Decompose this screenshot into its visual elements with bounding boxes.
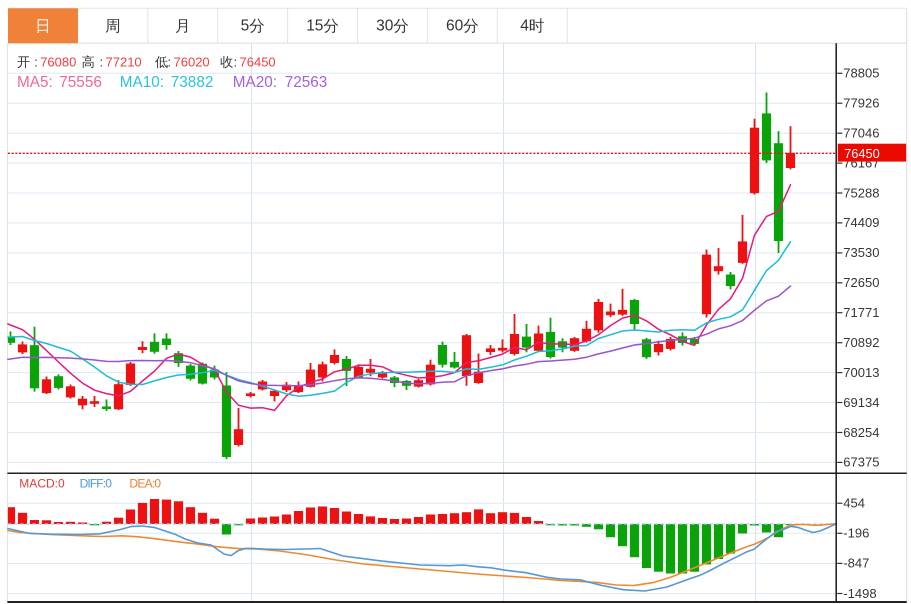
svg-text:74409: 74409 <box>843 215 879 230</box>
svg-text:MA20:: MA20: <box>233 74 277 91</box>
svg-text:70892: 70892 <box>843 335 879 350</box>
svg-text:76080: 76080 <box>40 54 76 69</box>
svg-text:70013: 70013 <box>843 365 879 380</box>
svg-text::: : <box>234 54 238 69</box>
svg-text:75288: 75288 <box>843 185 879 200</box>
svg-text:78805: 78805 <box>843 66 879 81</box>
svg-text:MA5:: MA5: <box>17 74 53 91</box>
svg-text::: : <box>168 54 172 69</box>
svg-text:67375: 67375 <box>843 455 879 470</box>
svg-text::: : <box>100 54 104 69</box>
svg-text:69134: 69134 <box>843 395 879 410</box>
svg-text:-847: -847 <box>843 556 869 571</box>
svg-text:454: 454 <box>843 496 865 511</box>
svg-text:5: 5 <box>241 18 250 35</box>
svg-text:73882: 73882 <box>171 74 214 91</box>
svg-text:76450: 76450 <box>240 54 276 69</box>
svg-text:68254: 68254 <box>843 425 879 440</box>
svg-text:15: 15 <box>306 18 323 35</box>
svg-text:77926: 77926 <box>843 96 879 111</box>
svg-text:71771: 71771 <box>843 305 879 320</box>
svg-text:-1498: -1498 <box>843 586 876 601</box>
svg-text:4: 4 <box>520 18 529 35</box>
svg-text:DEA:0: DEA:0 <box>129 476 161 490</box>
svg-text:MA10:: MA10: <box>120 74 164 91</box>
svg-text:76450: 76450 <box>844 146 880 161</box>
svg-text::: : <box>34 54 38 69</box>
svg-text:60: 60 <box>446 18 464 35</box>
svg-text:30: 30 <box>376 18 394 35</box>
svg-text:DIFF:0: DIFF:0 <box>80 476 113 490</box>
svg-text:75556: 75556 <box>59 74 102 91</box>
svg-text:72650: 72650 <box>843 275 879 290</box>
svg-text:77210: 77210 <box>106 54 142 69</box>
svg-text:73530: 73530 <box>843 245 879 260</box>
svg-text:76020: 76020 <box>174 54 210 69</box>
svg-text:-196: -196 <box>843 526 869 541</box>
svg-text:72563: 72563 <box>285 74 328 91</box>
svg-text:77046: 77046 <box>843 126 879 141</box>
svg-text:MACD:0: MACD:0 <box>19 476 65 490</box>
